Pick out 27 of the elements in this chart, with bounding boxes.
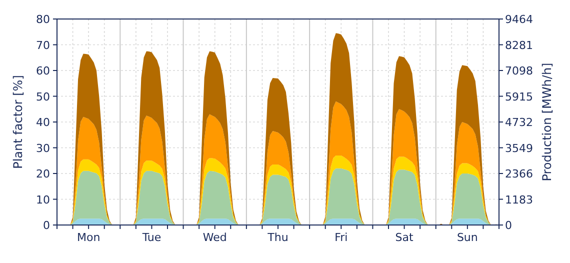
y-tick-label: 10 [36,193,50,206]
y2-tick-label: 1183 [505,193,533,206]
y2-tick-label: 4732 [505,116,533,129]
y2-tick-label: 0 [505,219,512,232]
y-tick-label: 80 [36,13,50,26]
y2-tick-label: 8281 [505,38,533,52]
x-tick-label: Sat [395,231,414,244]
y2-axis-title: Production [MWh/h] [540,62,554,182]
y2-tick-label: 3549 [505,142,533,155]
y-tick-label: 0 [43,219,50,232]
y2-tick-label: 7098 [505,64,533,78]
x-tick-label: Sun [456,231,478,244]
y-tick-label: 40 [36,116,50,129]
y2-tick-label: 5915 [505,90,533,104]
x-tick-label: Fri [334,231,348,244]
x-tick-label: Mon [76,231,100,244]
y-axis-title: Plant factor [%] [11,75,25,169]
y2-tick-label: 9464 [505,13,533,26]
y-tick-label: 20 [36,168,50,180]
y-tick-label: 30 [36,142,50,155]
x-tick-label: Tue [141,231,162,244]
x-tick-label: Wed [202,231,227,244]
y2-tick-label: 2366 [505,168,533,180]
y-tick-label: 70 [36,38,50,52]
x-tick-label: Thu [266,231,288,244]
y-tick-label: 60 [36,64,50,78]
y-tick-label: 50 [36,90,50,104]
